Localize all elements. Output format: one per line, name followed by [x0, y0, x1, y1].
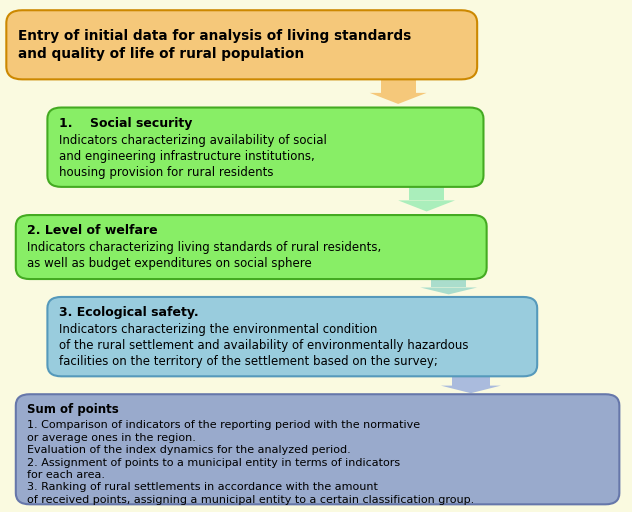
Text: Entry of initial data for analysis of living standards
and quality of life of ru: Entry of initial data for analysis of li… [18, 29, 411, 61]
Polygon shape [380, 79, 416, 93]
Polygon shape [452, 376, 490, 386]
Polygon shape [370, 93, 427, 104]
FancyBboxPatch shape [16, 215, 487, 279]
FancyBboxPatch shape [16, 394, 619, 504]
Text: 3. Ecological safety.: 3. Ecological safety. [59, 306, 198, 319]
Text: 1. Comparison of indicators of the reporting period with the normative
or averag: 1. Comparison of indicators of the repor… [27, 420, 475, 505]
Text: Indicators characterizing living standards of rural residents,
as well as budget: Indicators characterizing living standar… [27, 241, 382, 270]
Text: Indicators characterizing the environmental condition
of the rural settlement an: Indicators characterizing the environmen… [59, 323, 468, 368]
Polygon shape [441, 386, 501, 393]
Polygon shape [410, 187, 444, 200]
FancyBboxPatch shape [6, 10, 477, 79]
Text: Sum of points: Sum of points [27, 403, 119, 416]
Text: Indicators characterizing availability of social
and engineering infrastructure : Indicators characterizing availability o… [59, 134, 327, 179]
Text: 2. Level of welfare: 2. Level of welfare [27, 224, 158, 237]
Polygon shape [398, 200, 455, 211]
Polygon shape [431, 279, 466, 288]
FancyBboxPatch shape [47, 297, 537, 376]
Text: 1.    Social security: 1. Social security [59, 117, 192, 130]
Polygon shape [420, 288, 477, 294]
FancyBboxPatch shape [47, 108, 483, 187]
